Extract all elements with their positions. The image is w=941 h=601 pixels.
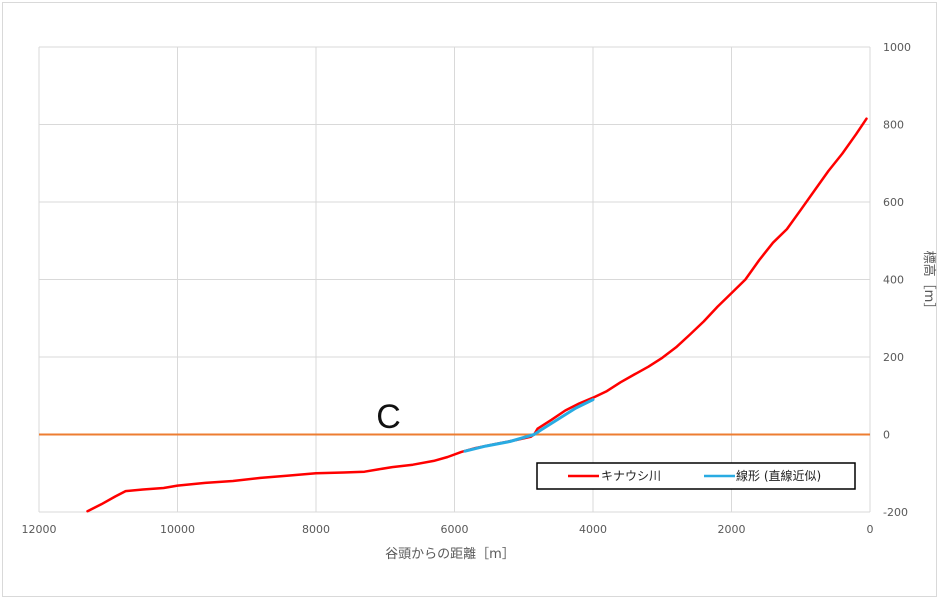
x-axis-title: 谷頭からの距離［m］ — [385, 547, 515, 562]
y-tick-label: 200 — [883, 351, 904, 364]
x-tick-labels: 12000 10000 8000 6000 4000 2000 0 — [22, 523, 874, 536]
y-axis-title: 標高［m］ — [921, 251, 937, 316]
y-tick-labels: -200 0 200 400 600 800 1000 — [883, 41, 911, 519]
x-tick-label: 2000 — [718, 523, 746, 536]
x-tick-label: 4000 — [579, 523, 607, 536]
annotation-label: C — [376, 398, 401, 436]
y-tick-label: 1000 — [883, 41, 911, 54]
x-tick-label: 10000 — [160, 523, 195, 536]
y-tick-label: 400 — [883, 274, 904, 287]
legend-label-kinaushi: キナウシ川 — [601, 469, 661, 483]
legend: キナウシ川 線形 (直線近似) — [536, 462, 856, 490]
x-tick-label: 6000 — [441, 523, 469, 536]
x-tick-label: 12000 — [22, 523, 57, 536]
x-tick-label: 0 — [867, 523, 874, 536]
y-tick-label: 800 — [883, 119, 904, 132]
legend-label-linear: 線形 (直線近似) — [736, 468, 821, 483]
series-line-linear-fit — [463, 398, 595, 453]
series-layer — [86, 117, 868, 513]
y-tick-label: 0 — [883, 429, 890, 442]
series-line-kinaushi — [86, 117, 868, 513]
y-tick-label: 600 — [883, 196, 904, 209]
y-tick-label: -200 — [883, 506, 908, 519]
x-tick-label: 8000 — [302, 523, 330, 536]
